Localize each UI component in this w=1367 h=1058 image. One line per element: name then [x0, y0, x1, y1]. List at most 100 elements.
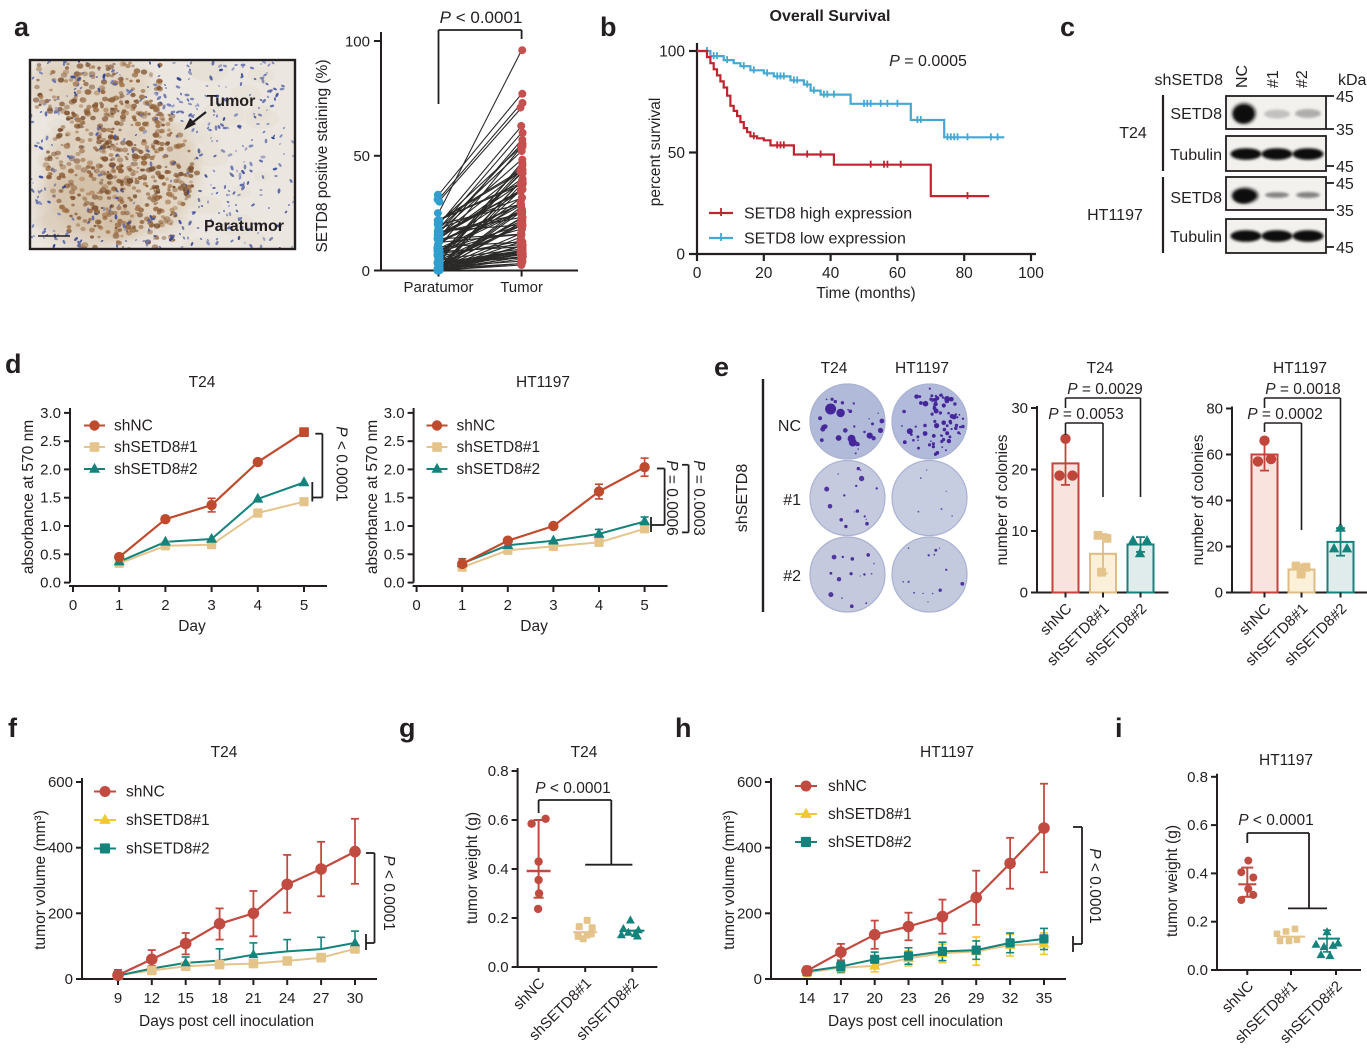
svg-text:24: 24 [279, 990, 296, 1007]
svg-text:2.5: 2.5 [384, 433, 405, 450]
svg-text:1.0: 1.0 [384, 518, 405, 535]
svg-text:tumor volume (mm³): tumor volume (mm³) [721, 810, 738, 950]
svg-text:P = 0.0006: P = 0.0006 [663, 460, 680, 535]
svg-text:tumor weight (g): tumor weight (g) [1164, 825, 1181, 937]
svg-text:20: 20 [1206, 539, 1223, 556]
svg-text:SETD8 low expression: SETD8 low expression [744, 231, 906, 248]
svg-text:10: 10 [1011, 523, 1028, 540]
svg-text:a: a [14, 12, 30, 42]
svg-text:5: 5 [300, 597, 308, 614]
svg-text:Days post cell inoculation: Days post cell inoculation [139, 1013, 314, 1030]
svg-text:200: 200 [48, 905, 73, 922]
svg-text:Overall Survival: Overall Survival [770, 8, 891, 25]
svg-text:tumor volume (mm³): tumor volume (mm³) [32, 810, 49, 950]
svg-text:40: 40 [822, 265, 840, 282]
svg-text:40: 40 [1206, 493, 1223, 510]
svg-text:P = 0.0003: P = 0.0003 [690, 460, 707, 535]
svg-text:20: 20 [866, 990, 883, 1007]
svg-text:100: 100 [1018, 265, 1044, 282]
svg-text:g: g [399, 713, 416, 743]
svg-text:45: 45 [1336, 176, 1354, 193]
svg-text:4: 4 [595, 597, 603, 614]
svg-text:HT1197: HT1197 [1273, 360, 1327, 377]
svg-text:Day: Day [178, 618, 206, 635]
svg-text:HT1197: HT1197 [1259, 752, 1313, 769]
svg-text:HT1197: HT1197 [895, 360, 949, 377]
svg-text:shSETD8#1: shSETD8#1 [114, 439, 198, 456]
svg-text:P = 0.0029: P = 0.0029 [1067, 381, 1142, 398]
svg-text:NC: NC [778, 418, 801, 435]
svg-text:HT1197: HT1197 [516, 374, 570, 391]
svg-text:17: 17 [833, 990, 850, 1007]
svg-text:NC: NC [1234, 65, 1251, 88]
svg-text:32: 32 [1002, 990, 1019, 1007]
svg-text:shSETD8#1: shSETD8#1 [457, 439, 541, 456]
svg-text:0.0: 0.0 [384, 575, 405, 592]
svg-text:0: 0 [693, 265, 702, 282]
svg-text:shNC: shNC [510, 975, 549, 1014]
svg-text:0.5: 0.5 [384, 546, 405, 563]
svg-text:h: h [675, 713, 692, 743]
svg-text:100: 100 [345, 34, 370, 51]
svg-text:14: 14 [799, 990, 816, 1007]
svg-text:45: 45 [1336, 89, 1354, 106]
svg-text:shNC: shNC [1219, 978, 1258, 1017]
svg-text:shNC: shNC [457, 418, 496, 435]
svg-text:0: 0 [1020, 585, 1028, 602]
svg-text:45: 45 [1336, 159, 1354, 176]
svg-text:Tubulin: Tubulin [1170, 229, 1222, 246]
svg-text:number of colonies: number of colonies [994, 434, 1011, 565]
svg-text:35: 35 [1336, 203, 1354, 220]
svg-text:30: 30 [347, 990, 364, 1007]
svg-text:0: 0 [1215, 585, 1223, 602]
svg-text:shSETD8#2: shSETD8#2 [828, 834, 912, 851]
svg-text:5: 5 [640, 597, 648, 614]
svg-text:P = 0.0018: P = 0.0018 [1265, 381, 1340, 398]
svg-text:Tumor: Tumor [207, 93, 256, 110]
svg-text:2: 2 [161, 597, 169, 614]
svg-text:P = 0.0053: P = 0.0053 [1048, 406, 1123, 423]
svg-text:0.4: 0.4 [1187, 865, 1208, 882]
svg-text:21: 21 [245, 990, 262, 1007]
svg-text:1.5: 1.5 [40, 490, 61, 507]
svg-text:T24: T24 [1119, 125, 1147, 142]
svg-text:18: 18 [211, 990, 228, 1007]
svg-text:0: 0 [65, 971, 73, 988]
svg-text:P < 0.0001: P < 0.0001 [1238, 812, 1313, 829]
svg-text:60: 60 [889, 265, 907, 282]
svg-text:50: 50 [668, 145, 686, 162]
svg-text:P < 0.0001: P < 0.0001 [535, 780, 610, 797]
svg-text:shSETD8: shSETD8 [1155, 72, 1224, 89]
svg-text:3.0: 3.0 [40, 405, 61, 422]
svg-text:Tumor: Tumor [500, 279, 543, 296]
svg-text:2.0: 2.0 [40, 461, 61, 478]
svg-text:15: 15 [177, 990, 194, 1007]
svg-text:9: 9 [114, 990, 122, 1007]
svg-text:27: 27 [313, 990, 330, 1007]
svg-text:200: 200 [737, 905, 762, 922]
svg-text:Time (months): Time (months) [816, 285, 915, 302]
svg-text:T24: T24 [1087, 360, 1114, 377]
svg-text:shNC: shNC [828, 778, 867, 795]
svg-text:20: 20 [1011, 462, 1028, 479]
svg-text:T24: T24 [189, 374, 216, 391]
svg-text:P < 0.0001: P < 0.0001 [440, 8, 523, 27]
svg-text:SETD8: SETD8 [1170, 190, 1222, 207]
svg-text:e: e [714, 352, 729, 382]
svg-text:P = 0.0005: P = 0.0005 [889, 53, 967, 70]
svg-text:i: i [1115, 713, 1123, 743]
svg-text:b: b [600, 12, 617, 42]
svg-text:SETD8: SETD8 [1170, 106, 1222, 123]
svg-text:SETD8 high expression: SETD8 high expression [744, 206, 912, 223]
svg-text:absorbance at 570 nm: absorbance at 570 nm [20, 420, 37, 574]
svg-text:0: 0 [362, 263, 370, 280]
svg-text:Tubulin: Tubulin [1170, 147, 1222, 164]
svg-text:shSETD8: shSETD8 [734, 464, 751, 533]
svg-text:1.5: 1.5 [384, 490, 405, 507]
svg-text:Paratumor: Paratumor [403, 279, 473, 296]
svg-text:80: 80 [1206, 401, 1223, 418]
svg-text:0.6: 0.6 [488, 812, 509, 829]
svg-text:0.0: 0.0 [488, 959, 509, 976]
svg-text:3: 3 [549, 597, 557, 614]
svg-text:shSETD8#1: shSETD8#1 [126, 812, 210, 829]
